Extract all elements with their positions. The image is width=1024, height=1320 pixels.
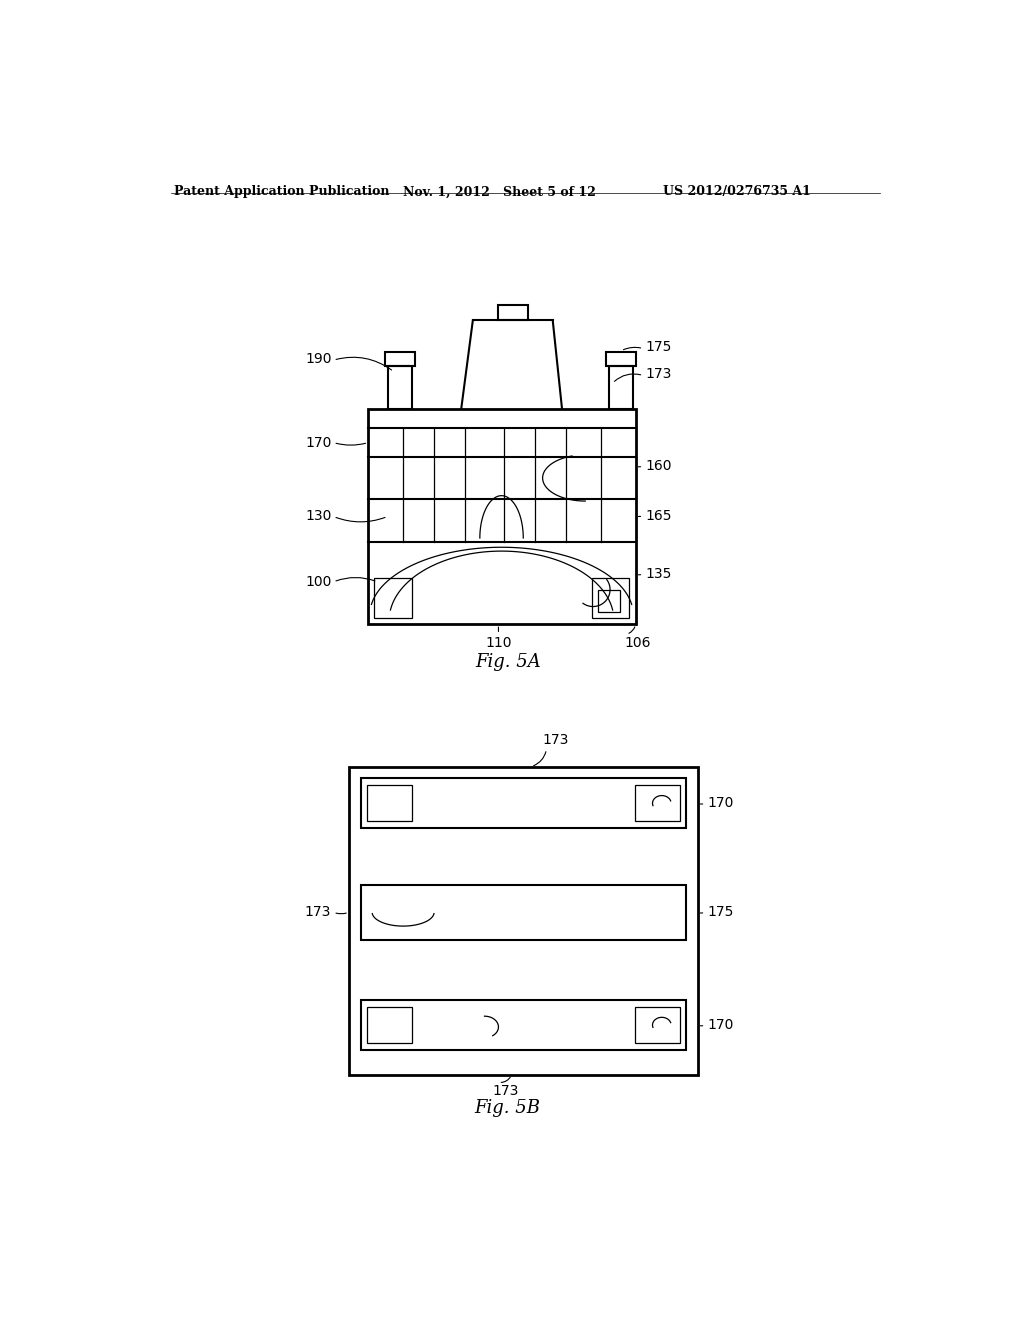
Text: 190: 190 xyxy=(305,351,332,366)
Bar xyxy=(498,305,527,321)
Text: 130: 130 xyxy=(305,510,332,524)
Bar xyxy=(635,1007,680,1043)
Bar xyxy=(388,367,413,409)
Bar xyxy=(592,578,630,618)
Text: 173: 173 xyxy=(493,1084,518,1098)
Text: 173: 173 xyxy=(305,906,331,919)
Bar xyxy=(349,767,697,1074)
Text: Fig. 5B: Fig. 5B xyxy=(475,1100,541,1117)
Bar xyxy=(360,779,686,829)
Bar xyxy=(367,785,412,821)
Text: 175: 175 xyxy=(708,906,734,919)
Text: 175: 175 xyxy=(646,341,672,354)
Bar xyxy=(360,884,686,940)
Text: 160: 160 xyxy=(646,459,672,474)
Text: 100: 100 xyxy=(305,576,332,589)
Text: Fig. 5A: Fig. 5A xyxy=(475,653,541,671)
Text: 110: 110 xyxy=(485,636,512,649)
Bar xyxy=(606,352,636,367)
Text: Nov. 1, 2012   Sheet 5 of 12: Nov. 1, 2012 Sheet 5 of 12 xyxy=(403,185,596,198)
Bar xyxy=(598,590,621,612)
Text: 165: 165 xyxy=(646,510,672,524)
Text: 170: 170 xyxy=(708,796,734,810)
Text: 170: 170 xyxy=(708,1018,734,1032)
Bar xyxy=(375,578,412,618)
Text: 135: 135 xyxy=(646,568,672,581)
Text: 106: 106 xyxy=(624,636,650,649)
Text: 173: 173 xyxy=(543,734,569,747)
Bar xyxy=(608,367,633,409)
Text: 170: 170 xyxy=(305,436,332,450)
Bar xyxy=(635,785,680,821)
Bar xyxy=(360,1001,686,1051)
Text: US 2012/0276735 A1: US 2012/0276735 A1 xyxy=(663,185,811,198)
Bar xyxy=(369,409,636,624)
Text: Patent Application Publication: Patent Application Publication xyxy=(174,185,390,198)
Bar xyxy=(367,1007,412,1043)
Bar xyxy=(385,352,415,367)
Text: 173: 173 xyxy=(646,367,672,381)
